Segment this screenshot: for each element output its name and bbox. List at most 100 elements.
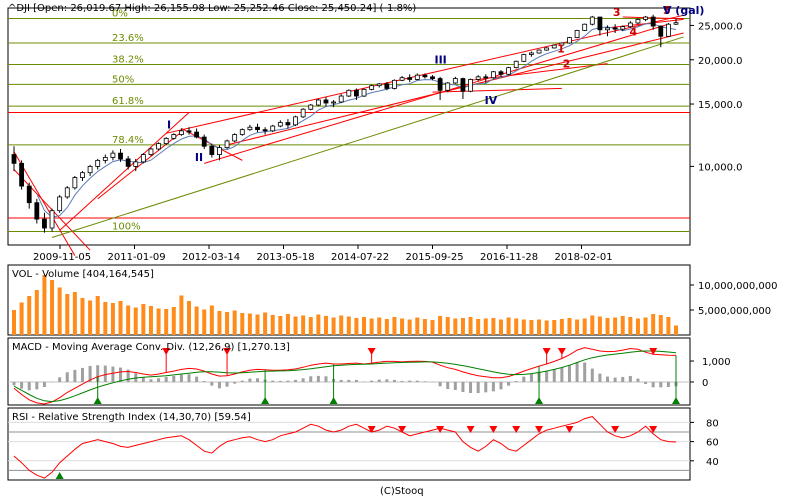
macd-y-tick-label: 1,000	[702, 357, 731, 368]
candle-body	[285, 122, 291, 126]
candle-body	[490, 71, 496, 79]
macd-histogram-bar	[126, 369, 130, 382]
candle-body	[300, 108, 306, 118]
macd-histogram-bar	[484, 381, 488, 393]
volume-bar	[628, 317, 633, 335]
chart-header: ^DJI [Open: 26,019.67 High: 26,155.98 Lo…	[8, 3, 417, 14]
volume-bar	[597, 316, 602, 335]
candle-body	[277, 122, 283, 127]
volume-bar	[498, 319, 503, 335]
sell-marker-icon	[565, 426, 574, 433]
candle-body	[597, 16, 603, 31]
candle-body	[331, 101, 336, 104]
sell-marker-icon	[367, 348, 376, 355]
sell-marker-icon	[649, 426, 658, 433]
volume-bar	[658, 315, 663, 335]
wave-label: IV	[485, 94, 498, 107]
candle-body	[156, 143, 161, 150]
sell-marker-icon	[557, 348, 566, 355]
candle-body	[635, 19, 641, 24]
candle-body	[171, 134, 177, 139]
candle-body	[414, 74, 420, 80]
fib-level-label: 50%	[112, 74, 134, 85]
volume-bar	[483, 318, 488, 335]
volume-bar	[194, 306, 199, 335]
macd-histogram-bar	[73, 369, 77, 382]
macd-histogram-bar	[119, 367, 123, 382]
macd-histogram-bar	[438, 381, 442, 387]
volume-bar	[247, 313, 252, 335]
macd-histogram-bar	[613, 377, 617, 382]
macd-histogram-bar	[560, 367, 564, 382]
volume-bar	[202, 309, 207, 335]
candle-body	[209, 145, 215, 155]
macd-histogram-bar	[339, 379, 343, 382]
candle-body	[224, 140, 230, 149]
volume-bar	[171, 307, 176, 335]
candle-body	[125, 158, 131, 167]
macd-histogram-bar	[240, 380, 244, 382]
buy-marker-icon	[535, 397, 544, 404]
candle-body	[658, 25, 664, 37]
volume-bar	[407, 319, 412, 335]
fib-level-label: 61.8%	[112, 96, 144, 107]
volume-bar	[88, 300, 93, 335]
volume-bar	[19, 302, 24, 335]
volume-bar	[445, 317, 450, 335]
macd-histogram-bar	[644, 381, 648, 384]
candle-body	[445, 82, 451, 91]
volume-bar	[377, 317, 382, 335]
candle-body	[650, 16, 656, 27]
candle-body	[255, 126, 260, 131]
volume-bar	[209, 305, 214, 335]
candle-body	[468, 79, 473, 92]
volume-bar	[133, 307, 138, 335]
macd-histogram-bar	[65, 372, 69, 382]
wave-label: 5	[663, 4, 671, 17]
volume-bar	[50, 280, 55, 335]
candle-body	[612, 27, 618, 30]
wave-label: II	[195, 151, 203, 164]
volume-bar	[148, 306, 153, 335]
price-y-tick-label: 15,000.0	[698, 100, 743, 111]
macd-histogram-bar	[461, 381, 465, 393]
volume-bar	[255, 314, 260, 335]
volume-bar	[369, 318, 374, 335]
volume-bar	[422, 319, 427, 335]
volume-bar	[354, 318, 359, 335]
macd-histogram-bar	[446, 381, 450, 390]
trend-line	[59, 112, 190, 231]
price-x-tick-label: 2011-01-09	[108, 252, 166, 263]
macd-histogram-bar	[172, 375, 176, 382]
volume-bar	[620, 316, 625, 335]
candle-body	[673, 22, 679, 25]
volume-bar	[72, 292, 77, 335]
volume-bar	[346, 316, 351, 335]
rsi-line	[13, 416, 677, 479]
candle-body	[605, 27, 610, 31]
volume-bar	[529, 320, 534, 335]
volume-bar	[476, 319, 481, 335]
volume-bar	[339, 315, 344, 335]
volume-bar	[278, 316, 283, 335]
macd-histogram-bar	[80, 367, 84, 382]
volume-bar	[666, 317, 671, 335]
volume-bar	[635, 318, 640, 335]
macd-histogram-bar	[583, 362, 587, 382]
macd-histogram-bar	[157, 378, 161, 382]
macd-histogram-bar	[499, 381, 503, 390]
candle-body	[513, 60, 519, 69]
sell-marker-icon	[367, 426, 376, 433]
volume-bar	[415, 317, 420, 335]
price-x-tick-label: 2012-03-14	[182, 252, 240, 263]
macd-histogram-bar	[522, 376, 526, 382]
wave-label: 2	[563, 58, 571, 71]
candle-body	[57, 196, 63, 212]
macd-histogram-bar	[545, 370, 549, 382]
volume-bar	[384, 319, 389, 335]
candle-body	[118, 152, 123, 160]
candle-body	[643, 16, 648, 20]
candle-body	[620, 26, 626, 30]
volume-y-tick-label: 5,000,000,000	[698, 306, 771, 317]
candle-body	[102, 157, 108, 161]
